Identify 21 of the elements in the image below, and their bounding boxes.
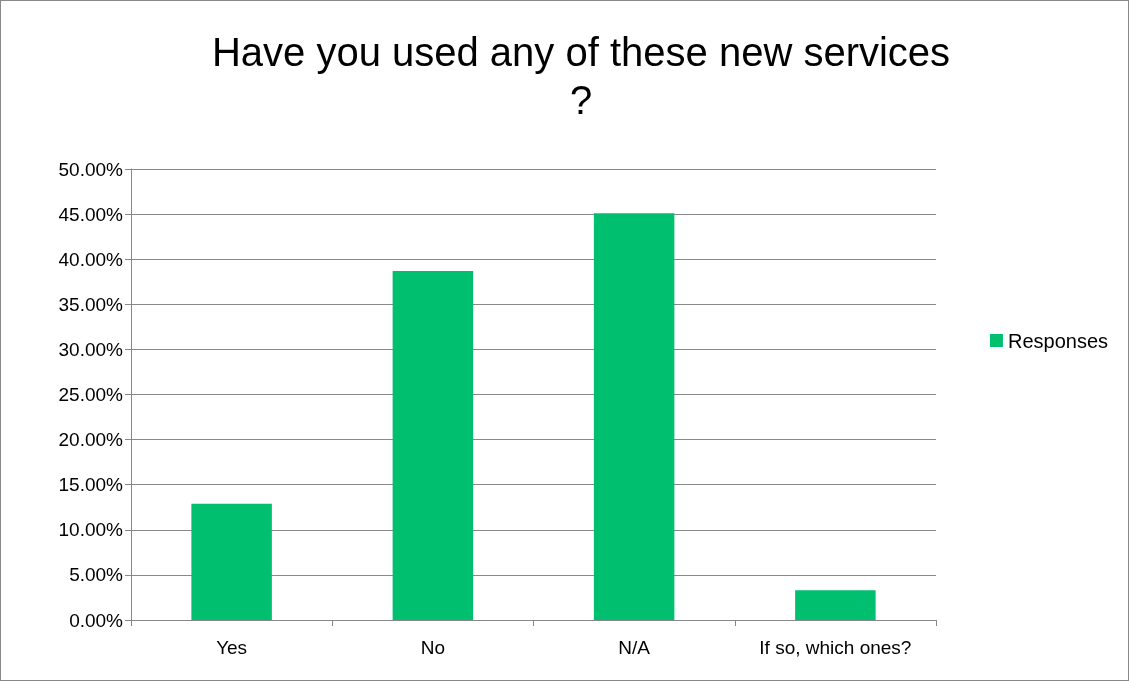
- y-tick-label: 40.00%: [58, 248, 124, 270]
- y-tick-label: 5.00%: [69, 564, 124, 586]
- bar: [392, 270, 474, 620]
- x-tick-label: If so, which ones?: [759, 637, 912, 658]
- y-tick-label: 20.00%: [58, 429, 124, 451]
- x-tick-label: No: [420, 637, 446, 658]
- y-tick-label: 25.00%: [58, 384, 124, 405]
- legend-label: Responses: [1007, 329, 1108, 352]
- y-tick-label: 35.00%: [58, 293, 124, 315]
- x-tick-label: Yes: [216, 637, 248, 658]
- y-tick-label: 10.00%: [58, 519, 124, 541]
- bar: [593, 213, 675, 620]
- y-tick-label: 45.00%: [58, 203, 124, 225]
- x-tick-label: N/A: [618, 637, 651, 658]
- chart-title: Have you used any of these new services?: [211, 30, 951, 122]
- bar: [191, 503, 272, 620]
- y-tick-label: 0.00%: [69, 609, 124, 631]
- y-tick-label: 30.00%: [58, 338, 124, 360]
- y-tick-label: 50.00%: [58, 158, 124, 180]
- y-tick-label: 15.00%: [58, 474, 124, 496]
- bar: [795, 590, 876, 620]
